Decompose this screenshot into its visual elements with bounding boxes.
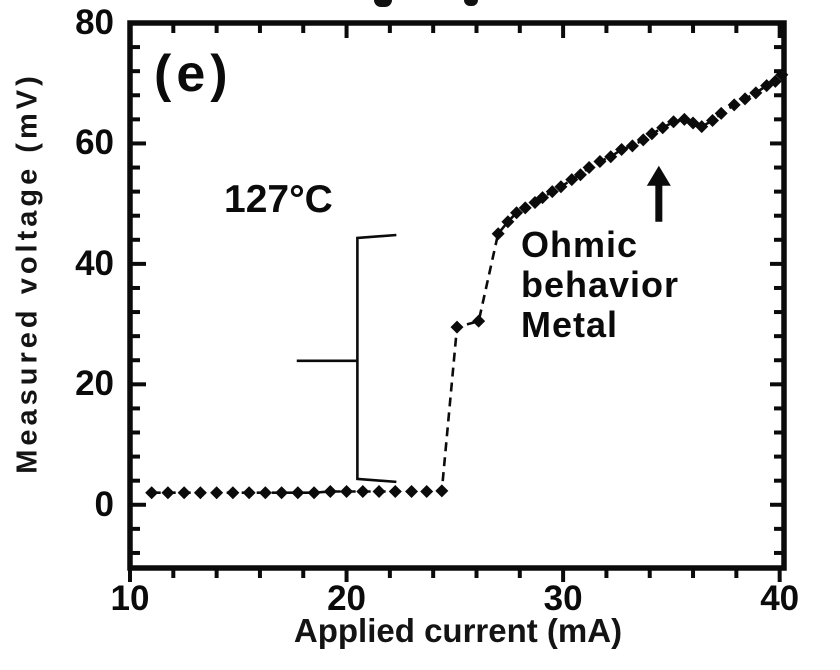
data-point <box>749 86 763 100</box>
y-tick-label: 0 <box>94 484 114 524</box>
data-point <box>242 486 256 500</box>
data-point <box>656 121 670 135</box>
data-series-line <box>151 73 783 494</box>
data-point <box>604 150 618 164</box>
cropped-text-fragment <box>374 0 392 7</box>
annotation-line: Metal <box>521 304 619 345</box>
y-tick-label: 80 <box>75 3 114 42</box>
data-point <box>510 206 524 220</box>
data-point <box>536 191 550 205</box>
data-point <box>636 133 650 147</box>
cropped-text-fragment <box>464 0 478 6</box>
annotation-line: behavior <box>521 264 680 305</box>
data-point <box>625 139 639 153</box>
data-point <box>645 127 659 141</box>
x-tick-label: 10 <box>110 579 150 618</box>
data-point <box>573 168 587 182</box>
data-point <box>307 486 321 500</box>
data-point <box>420 485 434 499</box>
data-point <box>686 116 700 130</box>
data-point <box>323 485 337 499</box>
data-point <box>275 486 289 500</box>
x-tick-label: 20 <box>327 579 367 618</box>
plot-frame <box>127 20 787 571</box>
data-point <box>582 161 596 175</box>
ohmic-behavior-annotation: Ohmic behavior Metal <box>521 225 679 345</box>
data-point <box>545 185 559 199</box>
data-point <box>177 486 191 500</box>
data-point <box>775 68 789 82</box>
data-point <box>145 486 159 500</box>
data-point <box>372 485 386 499</box>
data-point <box>738 92 752 106</box>
data-point <box>291 486 305 500</box>
data-point <box>388 485 402 499</box>
panel-label: (e) <box>154 45 233 103</box>
y-tick-label: 40 <box>75 243 114 283</box>
range-bracket <box>296 233 397 484</box>
x-tick-label: 30 <box>543 579 583 618</box>
data-point <box>501 215 515 229</box>
data-point <box>405 485 419 499</box>
data-point <box>435 484 449 498</box>
data-point <box>193 486 207 500</box>
data-point <box>554 180 568 194</box>
data-point <box>491 227 505 241</box>
data-point <box>615 142 629 156</box>
up-arrow-head <box>646 165 671 186</box>
data-point <box>714 106 728 120</box>
x-axis-title: Applied current (mA) <box>293 612 623 649</box>
data-point <box>226 486 240 500</box>
data-point <box>210 486 224 500</box>
data-point <box>565 173 579 187</box>
data-point <box>258 486 272 500</box>
data-point <box>356 485 370 499</box>
annotation-line: Ohmic <box>521 224 639 265</box>
data-point <box>472 314 486 328</box>
temperature-annotation: 127°C <box>224 178 333 221</box>
data-point <box>706 114 720 128</box>
data-point <box>727 98 741 112</box>
y-tick-label: 60 <box>75 123 114 163</box>
data-point <box>450 320 464 334</box>
x-tick-label: 40 <box>760 579 800 618</box>
data-point <box>593 155 607 169</box>
data-point <box>667 115 681 129</box>
data-point <box>768 74 782 88</box>
data-point <box>518 201 532 215</box>
y-axis-title: Measured voltage (mV) <box>11 72 44 474</box>
y-tick-label: 20 <box>75 364 114 404</box>
data-point <box>340 485 354 499</box>
data-point <box>695 120 709 134</box>
data-point <box>161 486 175 500</box>
